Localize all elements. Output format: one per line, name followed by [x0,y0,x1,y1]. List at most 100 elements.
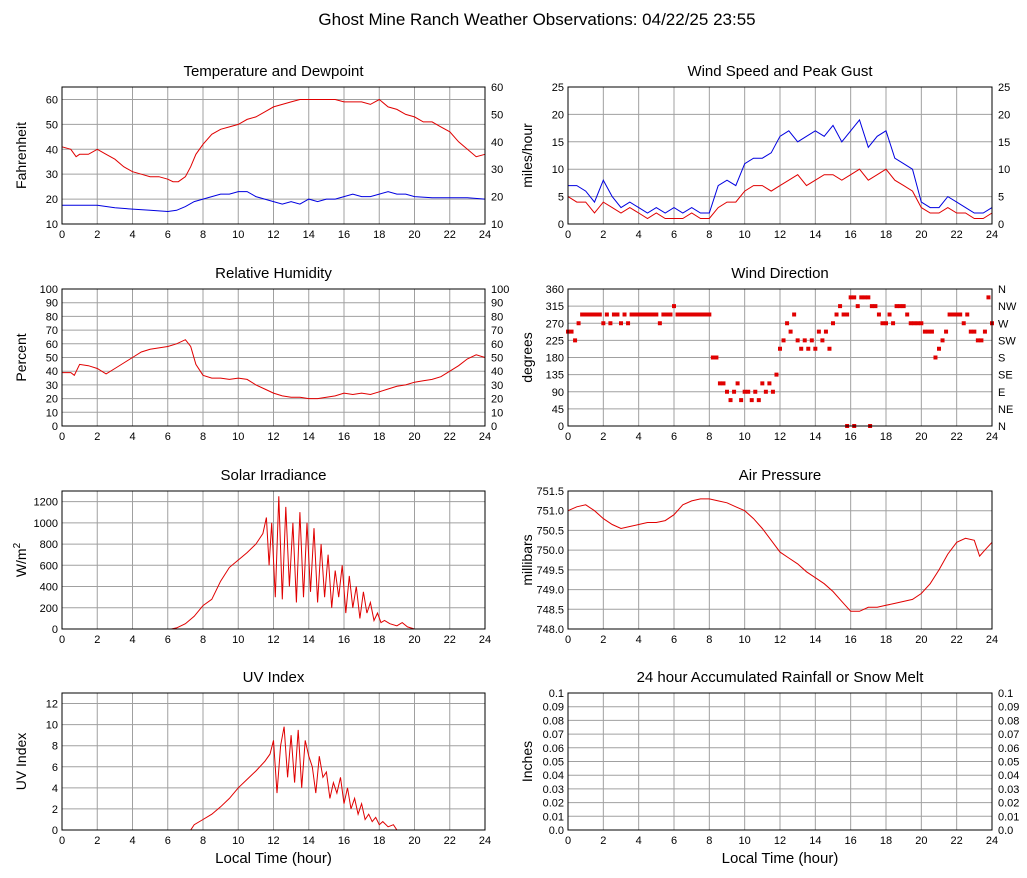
x-tick-label: 20 [915,835,927,847]
y-tick-label: 0.06 [543,743,564,755]
x-tick-label: 4 [636,431,642,443]
y-tick-label: 0.07 [543,729,564,741]
x-tick-label: 10 [232,634,244,646]
x-tick-label: 4 [636,634,642,646]
data-point [979,338,984,343]
x-tick-label: 12 [267,634,279,646]
data-point [717,381,722,386]
y-tick-label: 45 [552,404,564,416]
y-tick-label: 135 [546,370,564,382]
y-tick-label: 4 [52,783,58,795]
x-tick-label: 24 [986,835,998,847]
right-tick-label: NE [998,404,1013,416]
x-tick-label: 16 [338,229,350,241]
y-tick-label: 200 [40,603,58,615]
data-point [739,398,744,403]
right-tick-label: N [998,421,1006,433]
y-tick-label: 0 [52,624,58,636]
right-tick-label: 20 [491,394,503,406]
y-tick-label: 10 [46,720,58,732]
chart-title: Temperature and Dewpoint [183,63,364,80]
data-point [848,295,853,300]
right-tick-label: 0.03 [998,784,1019,796]
right-tick-label: 100 [491,284,509,296]
y-tick-label: 751.0 [536,506,564,518]
data-point [792,312,797,317]
y-tick-label: 50 [46,119,58,131]
y-tick-label: 0.05 [543,757,564,769]
x-tick-label: 22 [951,431,963,443]
right-tick-label: SE [998,370,1013,382]
x-tick-label: 18 [373,431,385,443]
y-tick-label: 90 [552,387,564,399]
series-line-0 [62,339,486,400]
data-point [594,312,599,317]
right-tick-label: 0.01 [998,811,1019,823]
data-point [795,338,800,343]
x-tick-label: 14 [303,431,315,443]
data-point [809,338,814,343]
chart-title: 24 hour Accumulated Rainfall or Snow Mel… [637,669,925,686]
x-tick-label: 16 [845,835,857,847]
x-tick-label: 18 [373,634,385,646]
x-tick-label: 16 [845,229,857,241]
data-point [675,312,680,317]
x-tick-label: 22 [444,634,456,646]
x-tick-label: 6 [165,229,171,241]
data-point [763,389,768,394]
x-tick-label: 8 [706,431,712,443]
y-tick-label: 25 [552,82,564,94]
data-point [774,372,779,377]
right-tick-label: E [998,387,1005,399]
data-point [686,312,691,317]
y-tick-label: 2 [52,804,58,816]
right-tick-label: 0.1 [998,688,1013,700]
x-tick-label: 22 [951,835,963,847]
x-tick-label: 12 [267,229,279,241]
plot-frame [567,490,993,630]
y-tick-label: 8 [52,741,58,753]
y-tick-label: 749.5 [536,565,564,577]
data-point [770,389,775,394]
x-tick-label: 22 [444,431,456,443]
data-point [728,398,733,403]
plot-frame [61,490,486,630]
data-point [604,312,609,317]
x-tick-label: 22 [951,634,963,646]
x-tick-label: 22 [951,229,963,241]
right-tick-label: 0.07 [998,729,1019,741]
y-axis-label-text: degrees [519,332,535,383]
y-axis-label: miles/hour [519,123,535,188]
x-tick-label: 10 [232,835,244,847]
x-tick-label: 2 [94,634,100,646]
data-point [961,321,966,326]
x-tick-label: 22 [444,835,456,847]
chart-title: Air Pressure [739,467,822,484]
x-tick-label: 16 [845,634,857,646]
y-tick-label: 70 [46,325,58,337]
x-tick-label: 14 [809,229,821,241]
y-axis-label-text: W/m [13,548,29,577]
x-tick-label: 20 [915,431,927,443]
data-point [866,295,871,300]
y-tick-label: 40 [46,366,58,378]
y-axis-label: Fahrenheit [13,122,29,189]
data-point [838,304,843,309]
y-tick-label: 50 [46,353,58,365]
x-tick-label: 4 [129,229,135,241]
right-tick-label: 30 [491,164,503,176]
data-point [725,389,729,394]
y-axis-label-text: Inches [519,741,535,782]
x-tick-label: 12 [774,835,786,847]
chart-title: Relative Humidity [215,265,332,282]
x-tick-label: 8 [706,835,712,847]
right-tick-label: 40 [491,137,503,149]
series-line-1 [62,191,486,213]
y-tick-label: 750.5 [536,525,564,537]
data-point [876,312,881,317]
right-tick-label: 15 [998,137,1010,149]
